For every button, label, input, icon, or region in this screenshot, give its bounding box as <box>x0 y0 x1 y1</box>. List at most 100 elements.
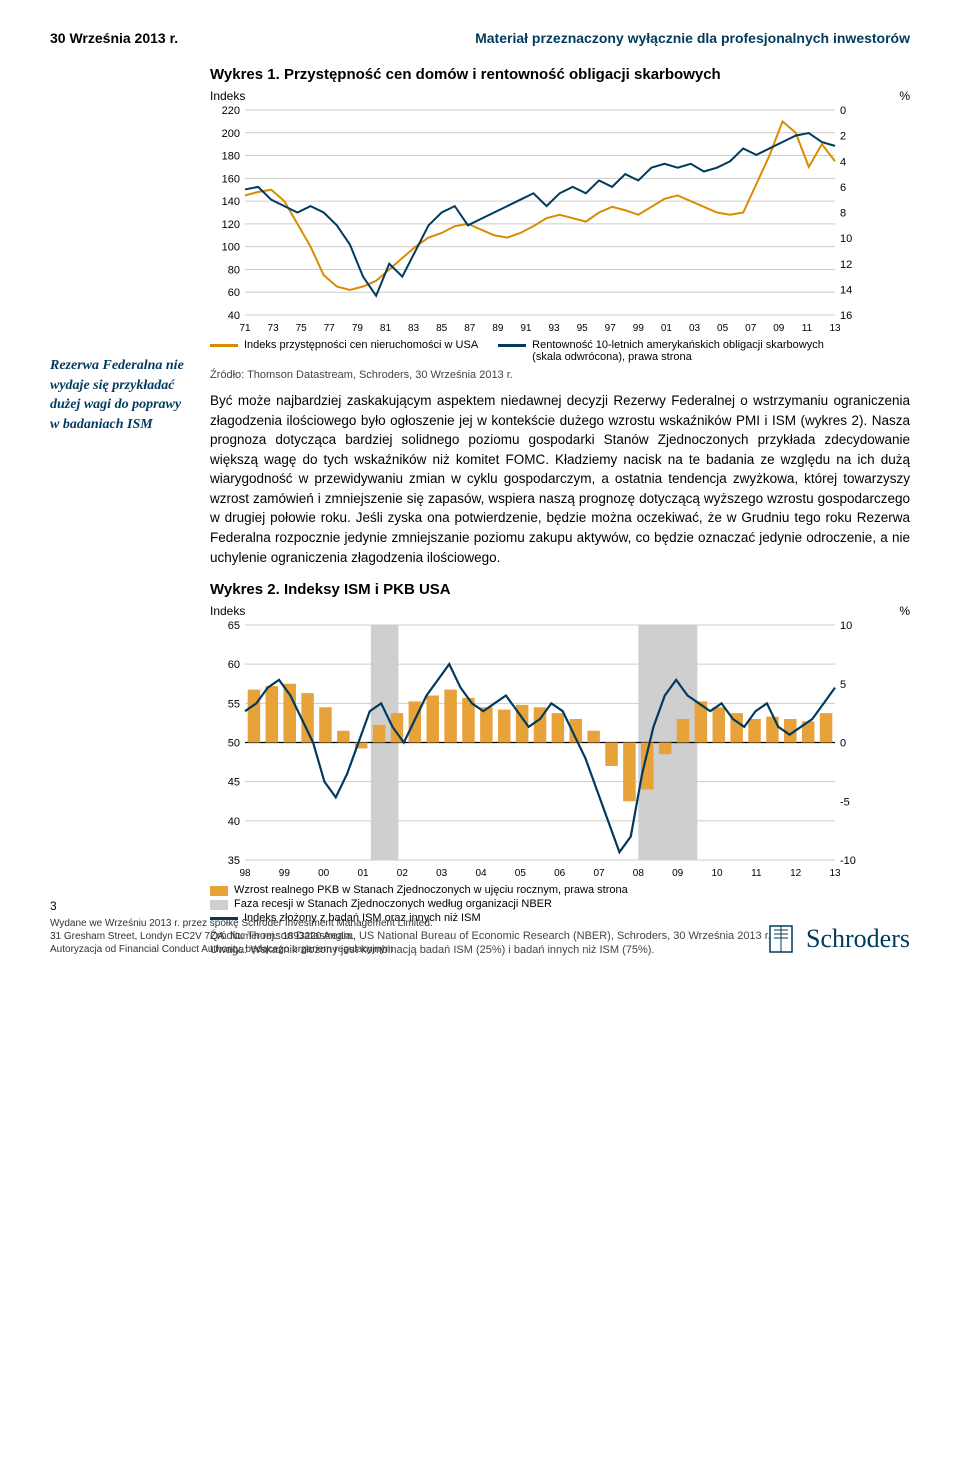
chart1-svg: 220 200 180 160 140 120 100 80 60 40 0 2 4 6 8 10 12 14 16… <box>210 105 870 335</box>
footer-line2: 31 Gresham Street, Londyn EC2V 7QA. Nume… <box>50 930 433 943</box>
svg-text:160: 160 <box>222 173 240 185</box>
svg-text:99: 99 <box>279 868 291 879</box>
chart2-right-axis-label: % <box>899 604 910 618</box>
svg-text:140: 140 <box>222 196 240 208</box>
chart1-axis-labels: Indeks % <box>210 89 910 103</box>
svg-text:75: 75 <box>296 323 308 334</box>
footer-line1: Wydane we Wrześniu 2013 r. przez spółkę … <box>50 917 433 930</box>
chart2-svg: 656055504540351050-5-1098990001020304050… <box>210 620 870 880</box>
svg-text:05: 05 <box>515 868 527 879</box>
svg-text:12: 12 <box>840 259 852 271</box>
sidebar-note: Rezerwa Federalna nie wydaje się przykła… <box>50 66 190 956</box>
svg-text:97: 97 <box>605 323 617 334</box>
svg-text:14: 14 <box>840 284 852 296</box>
svg-text:4: 4 <box>840 156 846 168</box>
svg-text:65: 65 <box>228 620 240 632</box>
svg-text:03: 03 <box>436 868 448 879</box>
svg-text:45: 45 <box>228 777 240 789</box>
schroders-crest-icon <box>764 922 798 956</box>
page-footer: 3 Wydane we Wrześniu 2013 r. przez spółk… <box>50 899 910 956</box>
svg-text:16: 16 <box>840 310 852 322</box>
svg-text:5: 5 <box>840 679 846 691</box>
chart2-area: 656055504540351050-5-1098990001020304050… <box>210 620 910 880</box>
footer-logo-text: Schroders <box>806 924 910 954</box>
page-number: 3 <box>50 899 433 913</box>
chart2-axis-labels: Indeks % <box>210 604 910 618</box>
svg-text:00: 00 <box>318 868 330 879</box>
svg-text:40: 40 <box>228 816 240 828</box>
svg-text:73: 73 <box>268 323 280 334</box>
legend-line-icon <box>498 344 526 347</box>
svg-text:93: 93 <box>548 323 560 334</box>
svg-text:2: 2 <box>840 131 846 143</box>
svg-text:-5: -5 <box>840 796 850 808</box>
svg-text:55: 55 <box>228 698 240 710</box>
svg-text:13: 13 <box>829 323 841 334</box>
svg-text:71: 71 <box>239 323 251 334</box>
svg-text:180: 180 <box>222 151 240 163</box>
svg-text:35: 35 <box>228 855 240 867</box>
svg-text:09: 09 <box>773 323 785 334</box>
svg-text:83: 83 <box>408 323 420 334</box>
header-date: 30 Września 2013 r. <box>50 30 178 46</box>
svg-text:40: 40 <box>228 310 240 322</box>
svg-text:81: 81 <box>380 323 392 334</box>
svg-text:04: 04 <box>475 868 487 879</box>
chart2-legend-gdp-label: Wzrost realnego PKB w Stanach Zjednoczon… <box>234 884 628 896</box>
svg-text:02: 02 <box>397 868 409 879</box>
chart1-area: 220 200 180 160 140 120 100 80 60 40 0 2 4 6 8 10 12 14 16… <box>210 105 910 335</box>
svg-text:60: 60 <box>228 287 240 299</box>
svg-text:100: 100 <box>222 242 240 254</box>
svg-text:6: 6 <box>840 182 846 194</box>
svg-text:77: 77 <box>324 323 336 334</box>
svg-text:85: 85 <box>436 323 448 334</box>
chart1-legend-yield: Rentowność 10-letnich amerykańskich obli… <box>498 339 834 363</box>
svg-text:60: 60 <box>228 659 240 671</box>
svg-text:01: 01 <box>357 868 369 879</box>
svg-text:10: 10 <box>840 620 852 632</box>
svg-text:08: 08 <box>633 868 645 879</box>
chart1-source: Źródło: Thomson Datastream, Schroders, 3… <box>210 369 910 381</box>
footer-logo: Schroders <box>764 922 910 956</box>
svg-text:11: 11 <box>802 323 813 334</box>
legend-line-icon <box>210 344 238 347</box>
svg-text:10: 10 <box>840 233 852 245</box>
svg-text:09: 09 <box>672 868 684 879</box>
chart1-legend-index-label: Indeks przystępności cen nieruchomości w… <box>244 339 478 351</box>
header-disclaimer: Materiał przeznaczony wyłącznie dla prof… <box>475 30 910 46</box>
chart1-title: Wykres 1. Przystępność cen domów i rento… <box>210 66 910 83</box>
svg-text:200: 200 <box>222 128 240 140</box>
chart1-legend: Indeks przystępności cen nieruchomości w… <box>210 339 910 363</box>
legend-block-icon <box>210 886 228 896</box>
svg-text:89: 89 <box>492 323 504 334</box>
svg-text:03: 03 <box>689 323 701 334</box>
chart2-title: Wykres 2. Indeksy ISM i PKB USA <box>210 581 910 598</box>
svg-text:0: 0 <box>840 738 846 750</box>
content-column: Wykres 1. Przystępność cen domów i rento… <box>210 66 910 956</box>
footer-line3: Autoryzacja od Financial Conduct Authori… <box>50 943 433 956</box>
chart2-legend-gdp: Wzrost realnego PKB w Stanach Zjednoczon… <box>210 884 910 896</box>
svg-text:79: 79 <box>352 323 364 334</box>
svg-text:8: 8 <box>840 208 846 220</box>
chart1-legend-yield-label: Rentowność 10-letnich amerykańskich obli… <box>532 339 834 363</box>
svg-text:95: 95 <box>577 323 589 334</box>
svg-text:50: 50 <box>228 738 240 750</box>
svg-text:98: 98 <box>239 868 251 879</box>
svg-text:87: 87 <box>464 323 476 334</box>
svg-text:99: 99 <box>633 323 645 334</box>
svg-text:91: 91 <box>520 323 532 334</box>
svg-text:80: 80 <box>228 264 240 276</box>
page-header: 30 Września 2013 r. Materiał przeznaczon… <box>50 30 910 46</box>
chart1-right-axis-label: % <box>899 89 910 103</box>
svg-text:07: 07 <box>745 323 757 334</box>
chart2-left-axis-label: Indeks <box>210 604 245 618</box>
main-content: Rezerwa Federalna nie wydaje się przykła… <box>50 66 910 956</box>
svg-text:06: 06 <box>554 868 566 879</box>
svg-text:120: 120 <box>222 219 240 231</box>
svg-text:11: 11 <box>751 868 762 879</box>
svg-text:0: 0 <box>840 105 846 117</box>
svg-text:12: 12 <box>790 868 802 879</box>
svg-text:220: 220 <box>222 105 240 117</box>
svg-text:10: 10 <box>711 868 723 879</box>
svg-text:01: 01 <box>661 323 673 334</box>
